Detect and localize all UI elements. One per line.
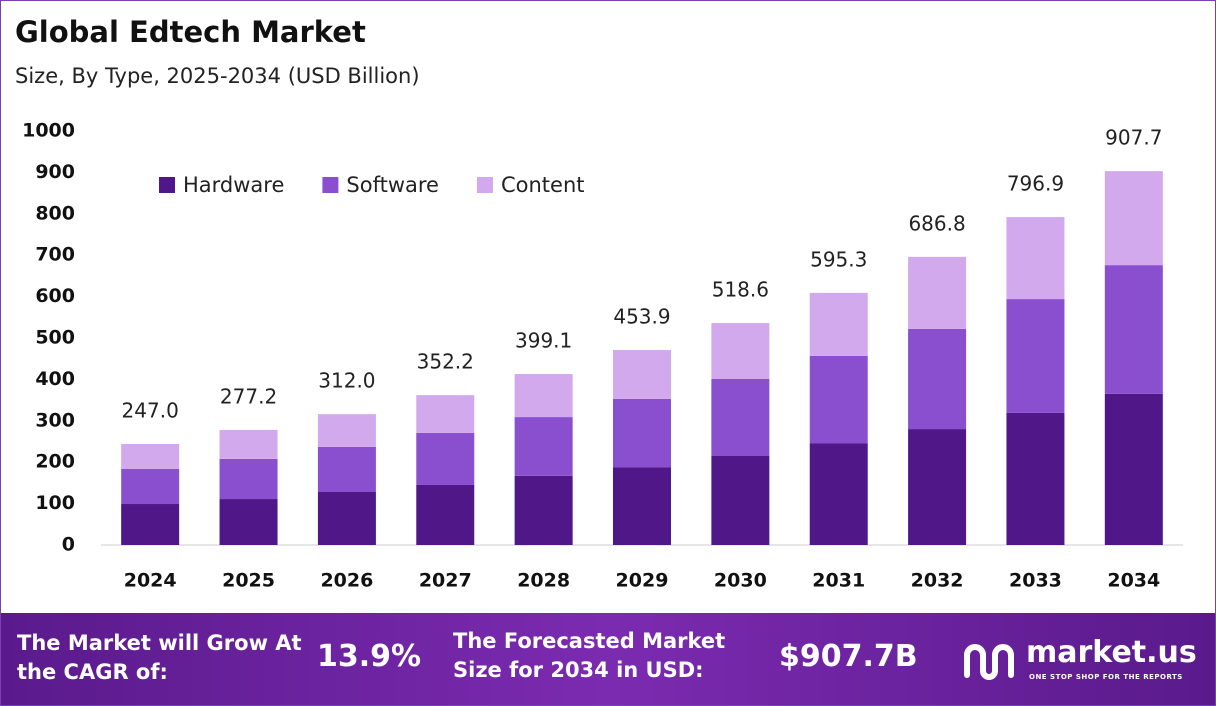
bar-segment (809, 292, 868, 356)
total-label: 247.0 (122, 398, 179, 422)
bar-segment (416, 432, 475, 485)
legend-label: Content (501, 173, 585, 197)
bar-segment (219, 499, 278, 545)
bar-segment (514, 475, 573, 545)
y-tick-label: 200 (35, 451, 75, 473)
bar-segment (711, 378, 770, 456)
bar-segment (121, 468, 180, 505)
bar-segment (711, 323, 770, 379)
bar-segment (1006, 412, 1065, 545)
total-label: 907.7 (1105, 126, 1162, 150)
bar-segment (514, 374, 573, 418)
bar-segment (1104, 265, 1163, 394)
bar-segment (613, 467, 671, 545)
x-tick-label: 2030 (714, 570, 767, 592)
y-tick-label: 500 (35, 327, 75, 349)
total-label: 686.8 (908, 211, 965, 235)
total-label: 399.1 (515, 329, 572, 353)
chart: Global Edtech Market Size, By Type, 2025… (15, 15, 1183, 592)
x-tick-label: 2028 (517, 570, 570, 592)
y-tick-label: 700 (35, 244, 75, 266)
y-tick-label: 400 (35, 368, 75, 390)
y-tick-label: 900 (35, 161, 75, 183)
x-tick-label: 2029 (616, 570, 669, 592)
bar-segment (416, 395, 475, 433)
y-tick-label: 0 (62, 534, 75, 556)
bar-segment (908, 328, 967, 430)
bar-segment (219, 429, 278, 459)
x-tick-label: 2027 (419, 570, 472, 592)
chart-subtitle: Size, By Type, 2025-2034 (USD Billion) (15, 64, 420, 88)
bar-segment (317, 492, 376, 545)
y-tick-label: 800 (35, 202, 75, 224)
legend-swatch (476, 177, 493, 193)
forecast-value: $907.7B (779, 639, 918, 674)
bar-segment (121, 504, 180, 545)
x-tick-label: 2034 (1107, 570, 1160, 592)
bar-segment (908, 256, 967, 329)
bar-segment (514, 417, 573, 476)
legend-label: Hardware (183, 173, 284, 197)
x-tick-label: 2032 (911, 570, 964, 592)
footer: The Market will Grow At the CAGR of: 13.… (1, 613, 1215, 705)
x-tick-label: 2031 (812, 570, 865, 592)
bar-segment (317, 446, 376, 493)
legend-swatch (159, 177, 175, 193)
brand-tagline: ONE STOP SHOP FOR THE REPORTS (1029, 673, 1183, 681)
bar-segment (809, 355, 868, 444)
total-label: 518.6 (712, 278, 769, 302)
bar-segment (613, 398, 671, 468)
total-label: 453.9 (613, 305, 670, 329)
total-label: 277.2 (220, 384, 277, 408)
chart-title: Global Edtech Market (15, 15, 366, 49)
cagr-value: 13.9% (317, 639, 422, 674)
y-tick-label: 1000 (22, 120, 75, 142)
bar-segment (711, 455, 770, 545)
bar-segment (908, 429, 967, 545)
y-tick-label: 600 (35, 285, 75, 307)
total-label: 352.2 (417, 350, 474, 374)
bar-segment (1006, 217, 1065, 300)
bar-segment (1104, 393, 1163, 545)
total-label: 312.0 (318, 369, 375, 393)
bar-segment (317, 414, 376, 447)
brand: market.us (1026, 635, 1197, 670)
x-tick-label: 2024 (124, 570, 177, 592)
x-tick-label: 2025 (222, 570, 275, 592)
legend-swatch (322, 177, 339, 193)
total-label: 796.9 (1007, 172, 1064, 196)
bar-segment (809, 443, 868, 545)
bar-segment (416, 484, 475, 545)
bar-segment (613, 350, 671, 399)
x-tick-label: 2026 (320, 570, 373, 592)
total-label: 595.3 (810, 247, 867, 271)
bar-segment (121, 443, 180, 469)
y-tick-label: 100 (35, 492, 75, 514)
bar-segment (1104, 171, 1163, 266)
bar-segment (219, 458, 278, 500)
bar-segment (1006, 299, 1065, 413)
brand-logo (964, 644, 1014, 680)
y-tick-label: 300 (35, 409, 75, 431)
x-tick-label: 2033 (1009, 570, 1062, 592)
forecast-label: The Forecasted Market Size for 2034 in U… (453, 629, 726, 682)
legend-label: Software (346, 173, 439, 197)
cagr-label: The Market will Grow At the CAGR of: (17, 631, 302, 684)
